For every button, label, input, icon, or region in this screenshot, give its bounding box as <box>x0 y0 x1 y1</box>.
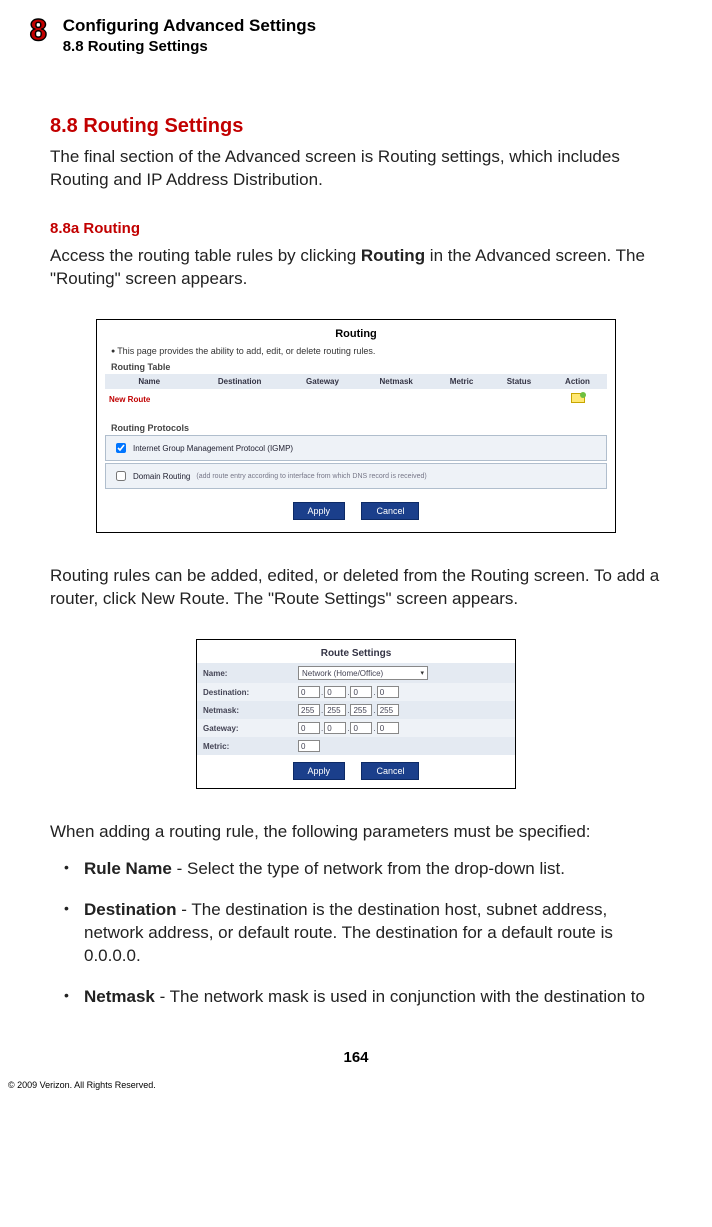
subsection-heading: 8.8a Routing <box>50 220 662 237</box>
protocols-label: Routing Protocols <box>111 423 607 433</box>
param-name: Destination <box>84 900 177 919</box>
ip-octet[interactable]: 255 <box>350 704 372 716</box>
params-intro: When adding a routing rule, the followin… <box>50 821 662 844</box>
ip-octet[interactable]: 0 <box>324 722 346 734</box>
param-name: Netmask <box>84 987 155 1006</box>
text-span: Access the routing table rules by clicki… <box>50 246 361 265</box>
cancel-button[interactable]: Cancel <box>361 502 419 520</box>
rs-dest-label: Destination: <box>197 683 292 701</box>
ip-octet[interactable]: 255 <box>298 704 320 716</box>
screenshot-title: Routing <box>105 328 607 340</box>
col-metric: Metric <box>433 374 490 389</box>
ip-octet[interactable]: 0 <box>324 686 346 698</box>
igmp-label: Internet Group Management Protocol (IGMP… <box>133 444 293 453</box>
domain-routing-note: (add route entry according to interface … <box>196 473 426 480</box>
ip-octet[interactable]: 0 <box>377 686 399 698</box>
ip-octet[interactable]: 0 <box>298 686 320 698</box>
param-name: Rule Name <box>84 859 172 878</box>
rs-cancel-button[interactable]: Cancel <box>361 762 419 780</box>
chapter-subtitle: 8.8 Routing Settings <box>63 38 316 55</box>
routing-screenshot: Routing This page provides the ability t… <box>96 319 616 533</box>
screenshot-desc: This page provides the ability to add, e… <box>111 346 607 356</box>
rs-gateway-inputs: 0.0.0.0 <box>292 719 515 737</box>
rs-name-select[interactable]: Network (Home/Office) <box>298 666 428 680</box>
apply-button[interactable]: Apply <box>293 502 346 520</box>
rs-gateway-label: Gateway: <box>197 719 292 737</box>
protocol-domain-routing: Domain Routing (add route entry accordin… <box>105 463 607 489</box>
param-desc: - The network mask is used in conjunctio… <box>155 987 645 1006</box>
add-icon[interactable] <box>571 393 585 403</box>
rs-name-label: Name: <box>197 663 292 683</box>
section-intro: The final section of the Advanced screen… <box>50 146 662 192</box>
param-item: Rule Name - Select the type of network f… <box>64 858 662 881</box>
page-header: 8 Configuring Advanced Settings 8.8 Rout… <box>30 16 682 55</box>
rs-netmask-inputs: 255.255.255.255 <box>292 701 515 719</box>
routing-table-label: Routing Table <box>111 362 607 372</box>
domain-routing-checkbox[interactable] <box>116 471 126 481</box>
section-heading: 8.8 Routing Settings <box>50 115 662 138</box>
protocol-igmp: Internet Group Management Protocol (IGMP… <box>105 435 607 461</box>
rs-metric-label: Metric: <box>197 737 292 755</box>
col-action: Action <box>548 374 607 389</box>
rs-name-value: Network (Home/Office) <box>302 669 383 678</box>
ip-octet[interactable]: 255 <box>377 704 399 716</box>
chapter-number: 8 <box>30 16 47 46</box>
chapter-title: Configuring Advanced Settings <box>63 16 316 36</box>
param-desc: - Select the type of network from the dr… <box>172 859 565 878</box>
col-netmask: Netmask <box>359 374 433 389</box>
rs-netmask-label: Netmask: <box>197 701 292 719</box>
rs-table: Name: Network (Home/Office) Destination:… <box>197 663 515 755</box>
ip-octet[interactable]: 0 <box>350 686 372 698</box>
ip-octet[interactable]: 0 <box>377 722 399 734</box>
bold-span: Routing <box>361 246 425 265</box>
col-gateway: Gateway <box>286 374 359 389</box>
param-item: Destination - The destination is the des… <box>64 899 662 968</box>
igmp-checkbox[interactable] <box>116 443 126 453</box>
col-destination: Destination <box>193 374 285 389</box>
route-settings-screenshot: Route Settings Name: Network (Home/Offic… <box>196 639 516 789</box>
routing-table: Name Destination Gateway Netmask Metric … <box>105 374 607 409</box>
rs-dest-inputs: 0.0.0.0 <box>292 683 515 701</box>
ip-octet[interactable]: 0 <box>350 722 372 734</box>
rs-apply-button[interactable]: Apply <box>293 762 346 780</box>
param-item: Netmask - The network mask is used in co… <box>64 986 662 1009</box>
col-status: Status <box>490 374 548 389</box>
domain-routing-label: Domain Routing <box>133 472 190 481</box>
params-list: Rule Name - Select the type of network f… <box>50 858 662 1009</box>
rs-title: Route Settings <box>197 644 515 663</box>
col-name: Name <box>105 374 193 389</box>
ip-octet[interactable]: 255 <box>324 704 346 716</box>
mid-paragraph: Routing rules can be added, edited, or d… <box>50 565 662 611</box>
ip-octet[interactable]: 0 <box>298 722 320 734</box>
copyright: © 2009 Verizon. All Rights Reserved. <box>0 1076 712 1098</box>
rs-metric-input[interactable]: 0 <box>298 740 320 752</box>
page-number: 164 <box>50 1049 662 1066</box>
subsection-intro: Access the routing table rules by clicki… <box>50 245 662 291</box>
new-route-link[interactable]: New Route <box>105 389 193 409</box>
